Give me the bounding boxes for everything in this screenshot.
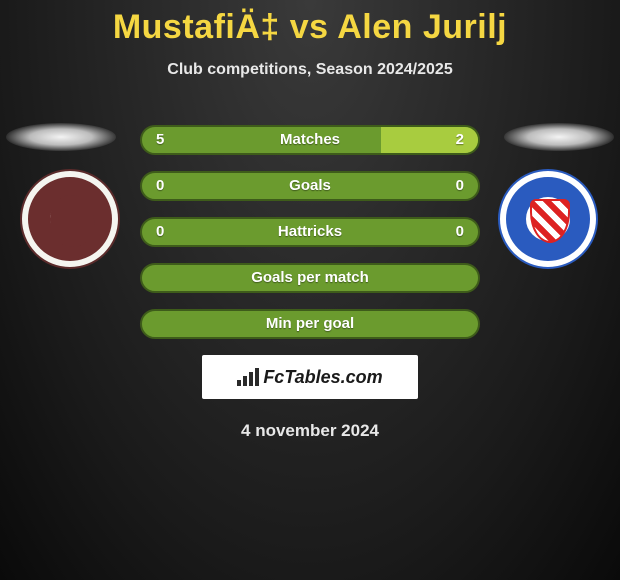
stat-row-min-per-goal: Min per goal [140, 309, 480, 339]
stat-row-goals: 0 Goals 0 [140, 171, 480, 201]
brand-logo: FcTables.com [202, 355, 418, 399]
club-badge-left [20, 169, 120, 269]
stat-label: Goals [142, 173, 478, 199]
badge-left-ring [28, 177, 112, 261]
footer-date: 4 november 2024 [0, 421, 620, 441]
spotlight-left [6, 123, 116, 151]
subtitle: Club competitions, Season 2024/2025 [0, 61, 620, 79]
stat-label: Min per goal [142, 311, 478, 337]
brand-text: FcTables.com [263, 367, 382, 388]
stat-right-value: 2 [456, 127, 464, 153]
stat-label: Goals per match [142, 265, 478, 291]
stat-bars: 5 Matches 2 0 Goals 0 0 Hattricks 0 Goal… [140, 119, 480, 339]
stat-label: Hattricks [142, 219, 478, 245]
stat-row-goals-per-match: Goals per match [140, 263, 480, 293]
stat-right-value: 0 [456, 173, 464, 199]
badge-right-shield [530, 199, 570, 243]
spotlight-right [504, 123, 614, 151]
stat-right-value: 0 [456, 219, 464, 245]
stat-row-matches: 5 Matches 2 [140, 125, 480, 155]
stat-label: Matches [142, 127, 478, 153]
page-title: MustafiÄ‡ vs Alen Jurilj [0, 0, 620, 47]
stat-row-hattricks: 0 Hattricks 0 [140, 217, 480, 247]
club-badge-right [498, 169, 598, 269]
brand-chart-icon [237, 368, 259, 386]
comparison-stage: 5 Matches 2 0 Goals 0 0 Hattricks 0 Goal… [0, 119, 620, 339]
